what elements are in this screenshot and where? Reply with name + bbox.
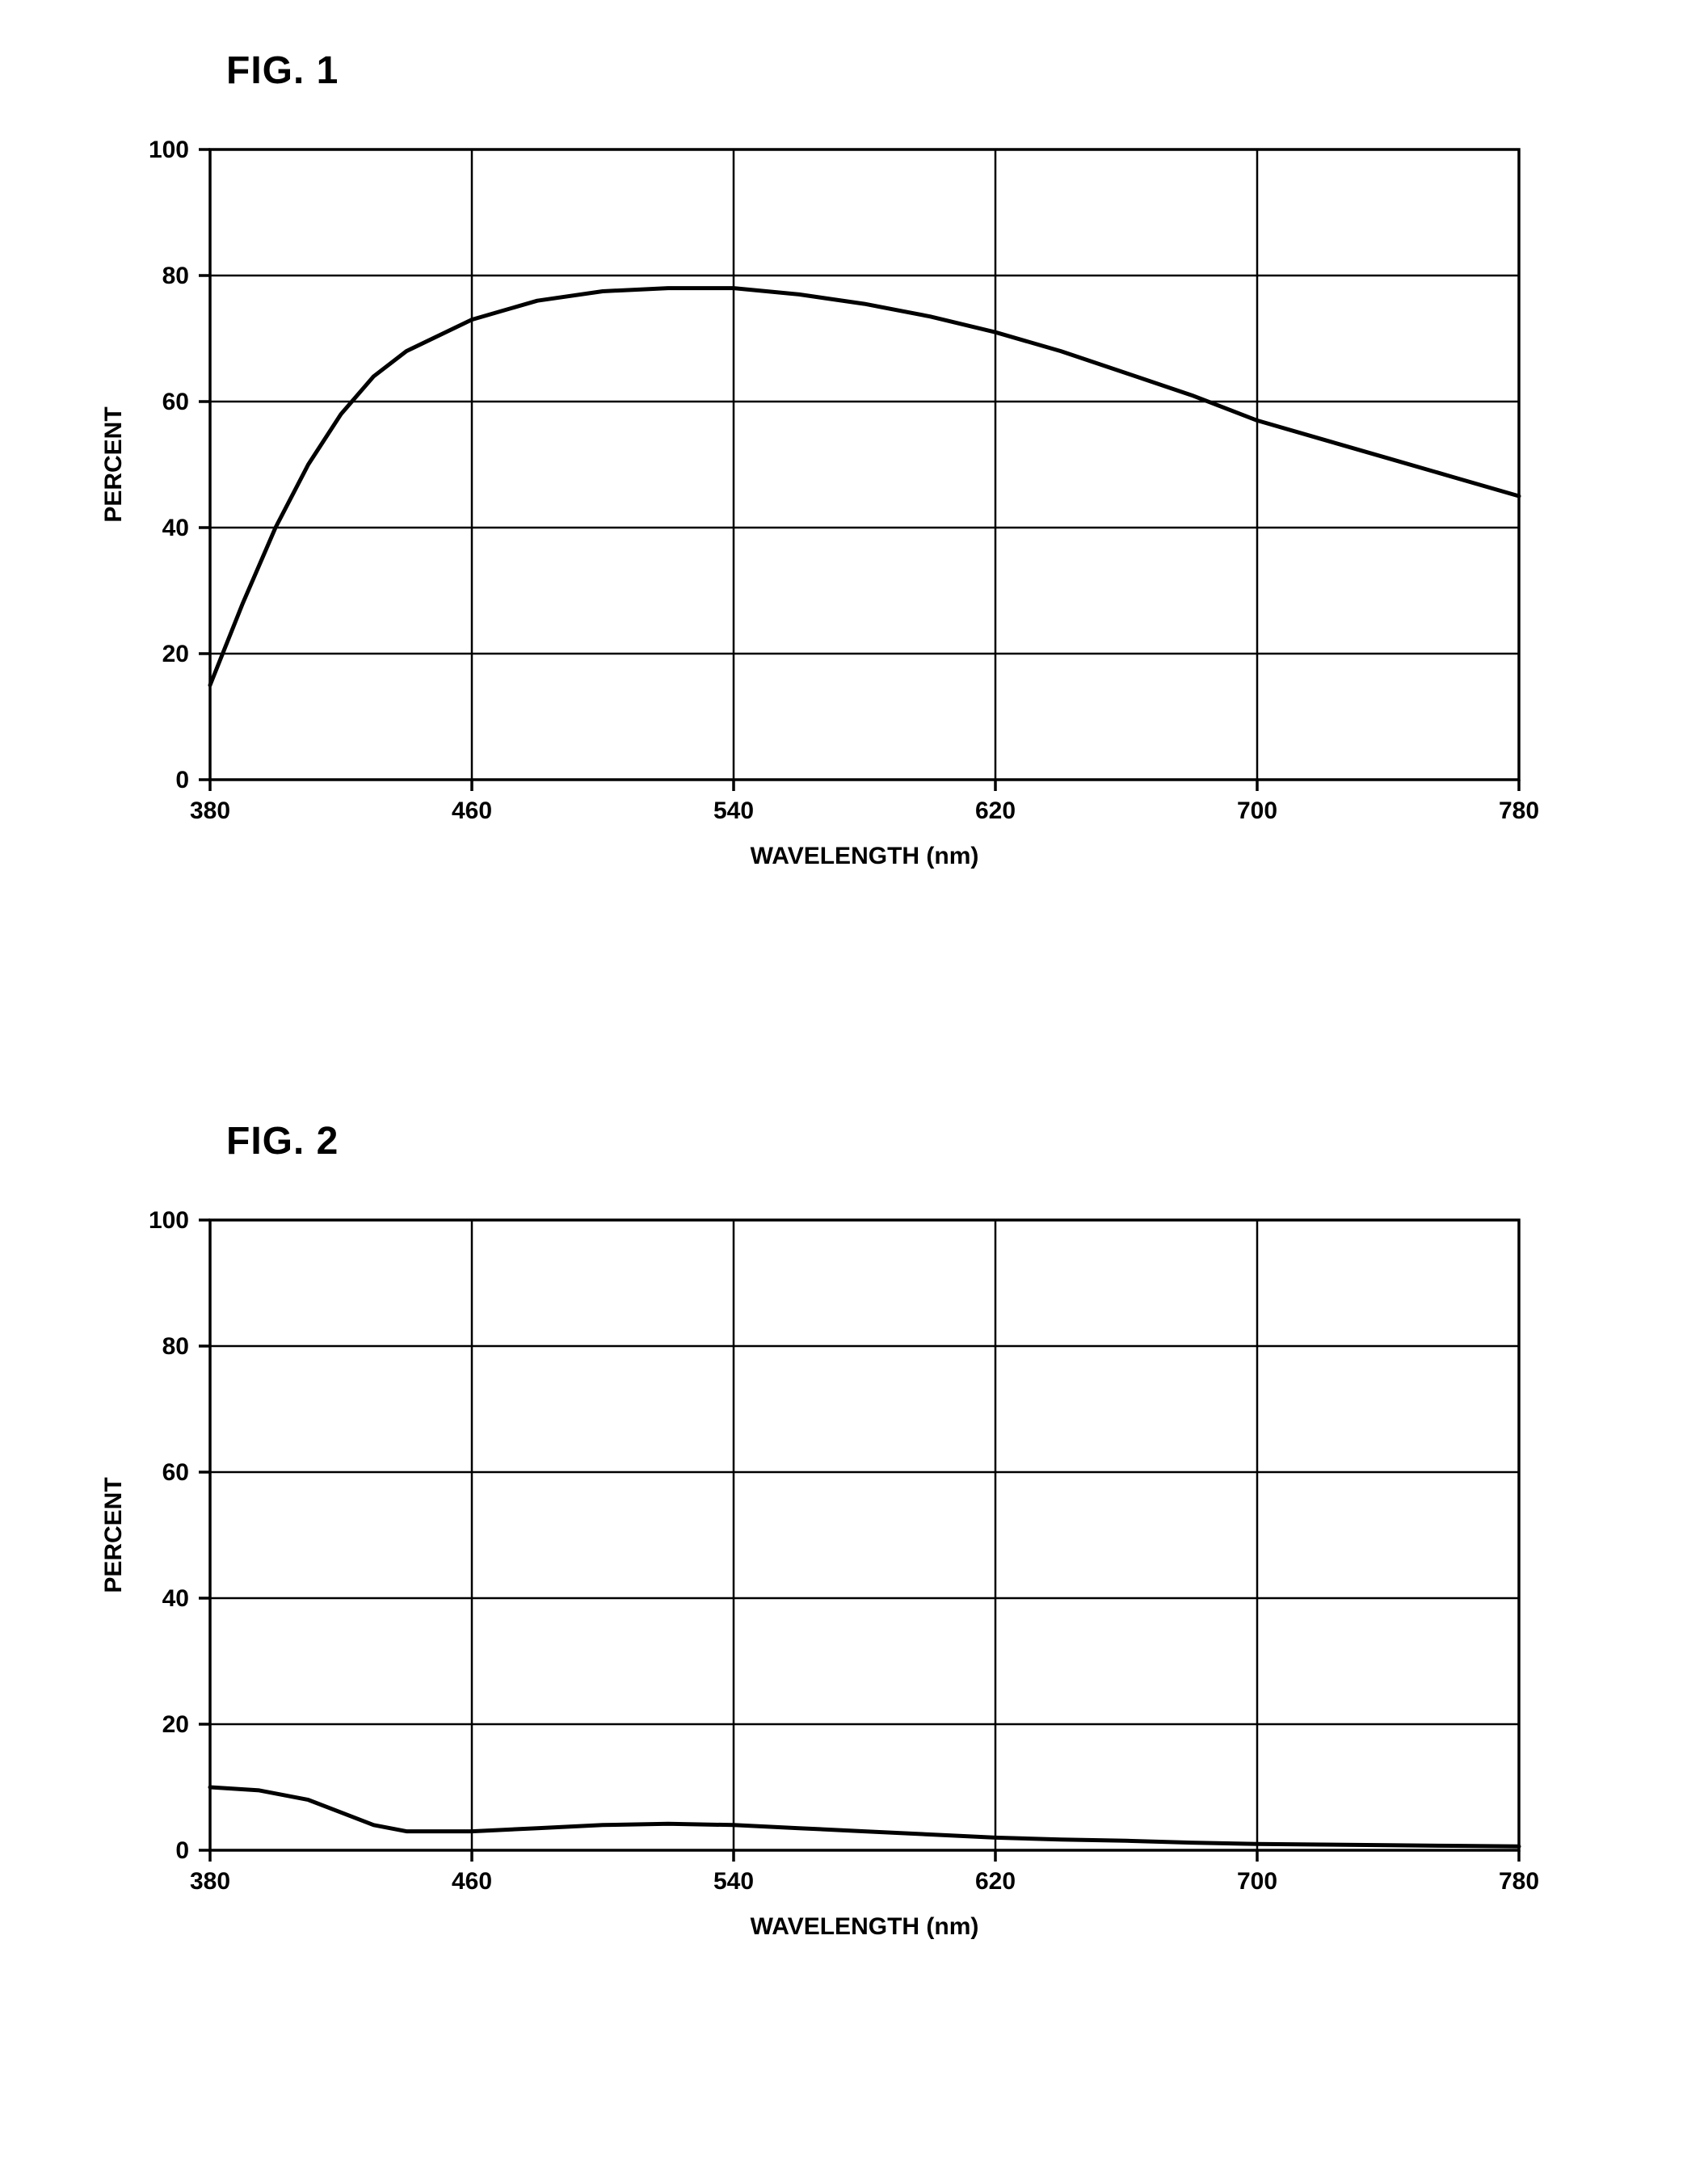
svg-text:100: 100 xyxy=(149,137,189,163)
svg-text:WAVELENGTH (nm): WAVELENGTH (nm) xyxy=(751,843,979,869)
svg-text:80: 80 xyxy=(162,1333,189,1360)
svg-text:620: 620 xyxy=(975,1868,1016,1895)
svg-text:PERCENT: PERCENT xyxy=(100,406,127,522)
svg-text:WAVELENGTH (nm): WAVELENGTH (nm) xyxy=(751,1913,979,1940)
svg-text:20: 20 xyxy=(162,1711,189,1738)
svg-text:460: 460 xyxy=(452,1868,492,1895)
svg-text:380: 380 xyxy=(190,797,230,824)
chart-2: 0 20 40 60 80 100 380 460 540 620 700 780 PERCENT WAV… xyxy=(81,1188,1627,2012)
svg-text:20: 20 xyxy=(162,641,189,667)
svg-text:60: 60 xyxy=(162,389,189,415)
svg-text:700: 700 xyxy=(1237,797,1277,824)
figure-2-block: FIG. 2 0 20 40 60 80 100 380 460 540 620 700 780 PER… xyxy=(81,1119,1627,2012)
svg-text:0: 0 xyxy=(175,767,189,793)
chart-1: 0 20 40 60 80 100 380 460 540 620 700 780 PERCENT WAV… xyxy=(81,117,1627,941)
svg-text:PERCENT: PERCENT xyxy=(100,1477,127,1592)
svg-text:40: 40 xyxy=(162,515,189,541)
svg-text:60: 60 xyxy=(162,1459,189,1486)
chart-svg: 0 20 40 60 80 100 380 460 540 620 700 780 PERCENT WAV… xyxy=(81,117,1600,941)
svg-text:40: 40 xyxy=(162,1585,189,1612)
svg-text:780: 780 xyxy=(1499,1868,1539,1895)
figure-1-block: FIG. 1 0 20 40 60 80 100 380 460 540 620 700 780 PER… xyxy=(81,48,1627,941)
figure-title: FIG. 2 xyxy=(226,1119,1627,1163)
svg-text:540: 540 xyxy=(713,1868,754,1895)
svg-text:700: 700 xyxy=(1237,1868,1277,1895)
svg-text:620: 620 xyxy=(975,797,1016,824)
svg-text:0: 0 xyxy=(175,1837,189,1864)
svg-text:380: 380 xyxy=(190,1868,230,1895)
chart-svg: 0 20 40 60 80 100 380 460 540 620 700 780 PERCENT WAV… xyxy=(81,1188,1600,2012)
svg-text:80: 80 xyxy=(162,263,189,289)
svg-text:100: 100 xyxy=(149,1207,189,1234)
svg-text:460: 460 xyxy=(452,797,492,824)
figure-title: FIG. 1 xyxy=(226,48,1627,93)
svg-text:540: 540 xyxy=(713,797,754,824)
svg-text:780: 780 xyxy=(1499,797,1539,824)
